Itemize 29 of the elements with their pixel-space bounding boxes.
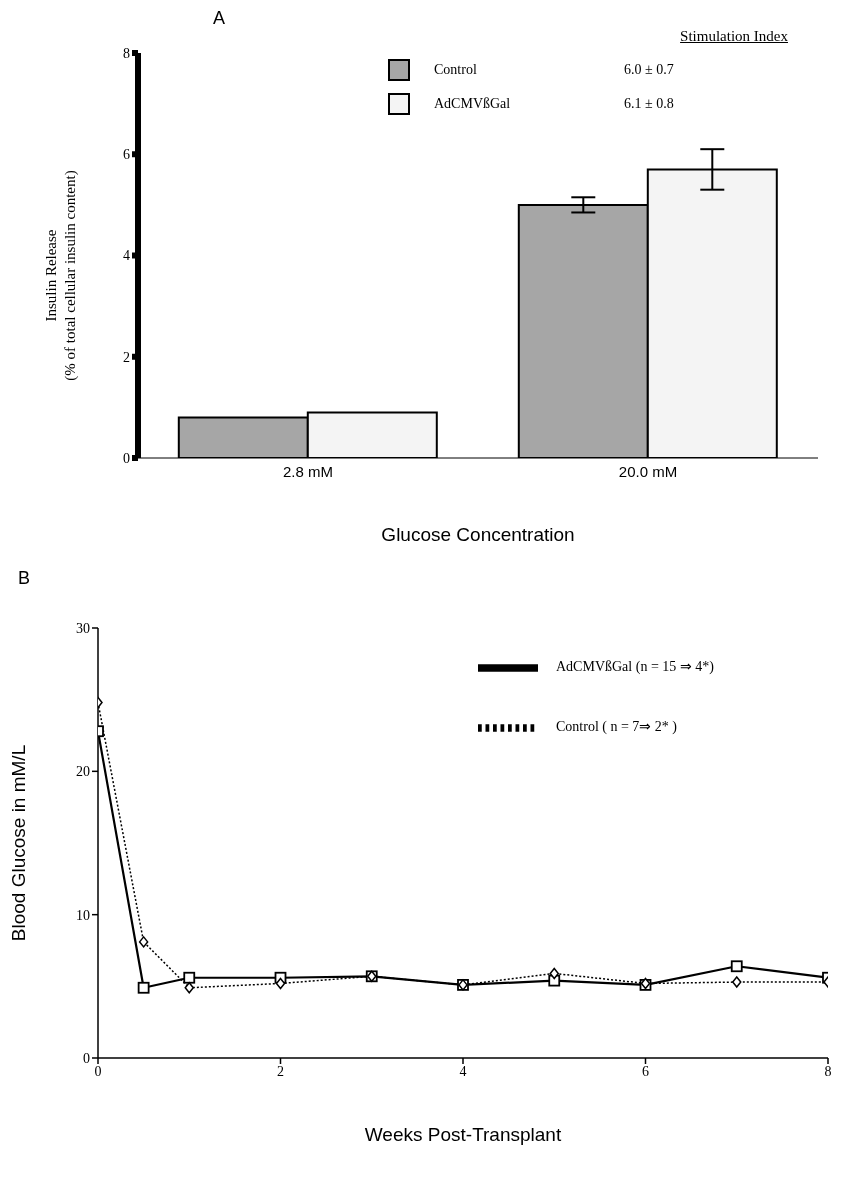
y-tick-label: 0 — [123, 450, 130, 466]
x-tick-label: 4 — [459, 1063, 467, 1079]
y-tick-label: 20 — [76, 764, 90, 780]
x-tick-label: 2.8 mM — [282, 462, 334, 480]
y-tick-label: 4 — [123, 248, 130, 264]
y-tick-label: 10 — [76, 907, 90, 923]
chart-title: B — [18, 568, 31, 589]
legend-label: AdCMVßGal (n = 15 ⇒ 4*) — [556, 659, 714, 675]
y-tick-label: 0 — [83, 1050, 90, 1066]
x-tick-label: 6 — [642, 1063, 649, 1079]
y-tick-label: 2 — [123, 349, 130, 365]
x-axis-title: Weeks Post-Transplant — [364, 1124, 562, 1146]
legend-label: AdCMVßGal — [434, 96, 512, 112]
chart-title: A — [213, 8, 226, 29]
x-tick-label: 20.0 mM — [618, 462, 678, 480]
legend-label: Control ( n = 7⇒ 2* ) — [556, 719, 677, 735]
x-axis-title: Glucose Concentration — [381, 524, 575, 546]
y-tick-label: 6 — [123, 147, 130, 163]
x-tick-label: 2 — [277, 1063, 284, 1079]
annotation: 6.0 ± 0.7 — [624, 62, 674, 78]
legend-title: Stimulation Index — [679, 28, 789, 45]
x-tick-label: 0 — [94, 1063, 102, 1079]
legend-label: Control — [434, 62, 478, 78]
annotation: 6.1 ± 0.8 — [624, 96, 674, 112]
y-axis-title: Blood Glucose in mM/L — [7, 744, 29, 942]
y-tick-label: 8 — [123, 45, 130, 61]
x-tick-label: 8 — [824, 1063, 832, 1079]
y-axis-title: Insulin Release (% of total cellular insulin content) — [43, 170, 79, 381]
y-tick-label: 30 — [76, 620, 90, 636]
